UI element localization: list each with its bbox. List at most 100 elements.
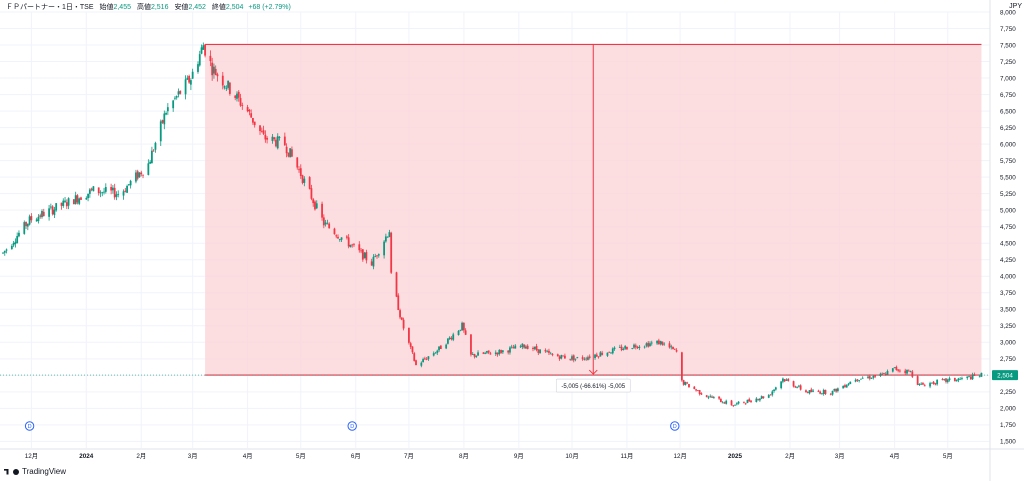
candle-body <box>166 107 169 112</box>
price-tick-label: 4,500 <box>1000 241 1016 248</box>
candle-body <box>785 379 788 381</box>
dividend-marker-icon[interactable] <box>24 421 35 431</box>
candle-body <box>688 384 690 388</box>
candle-body <box>314 201 316 210</box>
candle-body <box>695 389 697 391</box>
candle-body <box>922 383 924 385</box>
low-value: 2,452 <box>188 4 206 11</box>
candle-body <box>961 378 963 379</box>
candle-body <box>560 354 563 359</box>
candle-body <box>668 343 671 348</box>
time-tick-label: 3月 <box>188 452 198 460</box>
time-tick-label: 2月 <box>136 452 146 460</box>
candle-body <box>482 352 485 354</box>
dividend-marker-icon[interactable] <box>347 421 357 431</box>
candle-body <box>470 334 472 355</box>
candle-body <box>773 389 775 392</box>
candle-body <box>14 241 17 244</box>
price-tick-label: 6,250 <box>1000 125 1016 132</box>
candle-body <box>757 399 760 401</box>
candle-body <box>49 206 52 208</box>
candle-body <box>30 216 33 221</box>
candle-body <box>376 255 378 257</box>
candle-body <box>402 319 405 329</box>
candle-body <box>411 346 414 353</box>
tradingview-logo[interactable]: TradingView <box>4 467 66 476</box>
close-label: 終値 <box>211 4 226 11</box>
candle-body <box>514 345 517 349</box>
candle-body <box>583 358 586 360</box>
candle-body <box>486 351 488 353</box>
candle-body <box>556 354 559 357</box>
candle-body <box>498 349 501 354</box>
candle-body <box>487 350 490 353</box>
candle-body <box>821 393 823 395</box>
candle-body <box>535 345 538 350</box>
candle-body <box>957 378 960 381</box>
time-tick-label: 6月 <box>351 452 361 460</box>
candle-body <box>150 150 153 164</box>
dividend-marker-icon[interactable] <box>670 421 680 431</box>
candle-body <box>65 202 68 207</box>
high-value: 2,516 <box>150 4 169 11</box>
price-range-label: -5,005 (-66.61%) -5,005 <box>561 384 625 390</box>
candle-body <box>595 354 598 357</box>
candle-body <box>707 397 710 399</box>
candle-body <box>484 352 487 354</box>
candle-body <box>287 152 290 157</box>
candle-body <box>737 401 740 404</box>
candle-body <box>835 388 838 392</box>
high-label: 高値 <box>136 4 151 11</box>
candle-body <box>836 388 839 392</box>
candle-body <box>732 405 735 407</box>
candle-body <box>360 250 362 252</box>
candle-body <box>53 209 56 216</box>
candle-body <box>620 346 623 351</box>
currency-label[interactable]: JPY <box>1009 3 1022 10</box>
time-tick-label: 12月 <box>25 452 38 460</box>
candle-body <box>41 210 43 218</box>
candle-body <box>638 346 641 348</box>
candle-body <box>248 109 251 112</box>
candle-body <box>198 54 201 66</box>
candle-body <box>462 322 465 331</box>
candle-body <box>189 80 192 85</box>
candle-body <box>955 379 958 382</box>
price-tick-label: 6,750 <box>1000 92 1016 99</box>
candle-body <box>943 378 946 380</box>
candle-body <box>881 373 884 375</box>
candle-body <box>152 150 155 152</box>
candle-body <box>395 272 398 297</box>
candle-body <box>432 353 435 356</box>
candle-body <box>377 254 380 256</box>
candle-body <box>597 356 600 358</box>
candle-body <box>324 222 327 225</box>
candle-body <box>899 370 901 372</box>
candle-body <box>289 148 292 158</box>
candle-body <box>67 198 70 206</box>
candle-body <box>581 357 584 360</box>
candle-body <box>930 382 933 384</box>
candle-body <box>618 347 621 348</box>
candle-body <box>755 398 758 402</box>
candle-body <box>833 388 836 391</box>
candle-body <box>28 216 31 225</box>
candle-body <box>588 356 591 358</box>
candle-body <box>611 348 614 354</box>
symbol-title[interactable]: ＦＰパートナー・1日・TSE <box>6 4 94 11</box>
candle-body <box>806 392 809 393</box>
candle-body <box>916 376 919 385</box>
candle-body <box>372 256 375 267</box>
candle-body <box>87 193 89 199</box>
candle-body <box>477 352 479 356</box>
candle-body <box>450 337 453 340</box>
candle-body <box>911 371 914 377</box>
candle-body <box>796 387 799 389</box>
candle-body <box>142 174 144 176</box>
candle-body <box>399 310 401 318</box>
candle-body <box>275 139 277 147</box>
candle-body <box>88 189 91 194</box>
candle-body <box>750 400 752 403</box>
candle-body <box>266 137 269 140</box>
